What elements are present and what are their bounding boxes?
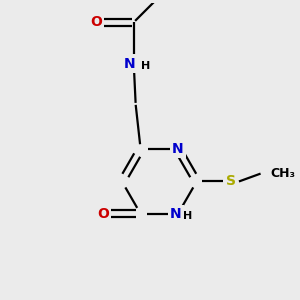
Text: O: O: [90, 15, 102, 29]
Text: H: H: [141, 61, 150, 70]
Text: N: N: [124, 57, 136, 70]
Text: O: O: [97, 207, 109, 221]
Text: N: N: [172, 142, 184, 156]
Text: S: S: [226, 175, 236, 188]
Text: H: H: [183, 211, 192, 221]
Text: N: N: [170, 207, 182, 221]
Text: CH₃: CH₃: [270, 167, 296, 180]
